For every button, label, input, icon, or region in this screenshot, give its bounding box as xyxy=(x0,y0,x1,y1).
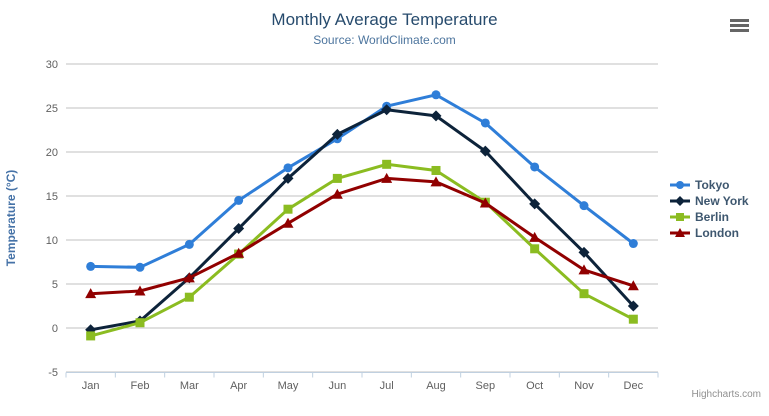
y-axis-labels: -5 0 5 10 15 20 25 30 xyxy=(46,59,58,379)
y-tick-label: 30 xyxy=(46,59,58,71)
y-tick-label: 20 xyxy=(46,147,58,159)
x-tick-label: Aug xyxy=(426,380,446,392)
x-tick-label: Mar xyxy=(180,380,199,392)
series-london[interactable] xyxy=(85,172,639,299)
x-tick-label: Nov xyxy=(574,380,594,392)
x-tick-label: Jan xyxy=(82,380,100,392)
y-tick-label: 10 xyxy=(46,235,58,247)
x-tick-label: Sep xyxy=(476,380,496,392)
legend-item-new-york[interactable]: New York xyxy=(670,193,749,209)
series-new-york[interactable] xyxy=(85,104,639,336)
legend-item-berlin[interactable]: Berlin xyxy=(670,209,749,225)
legend-item-london[interactable]: London xyxy=(670,225,749,241)
series-tokyo[interactable] xyxy=(86,90,638,272)
x-tick-label: May xyxy=(278,380,299,392)
diamond-marker-icon xyxy=(670,196,690,206)
y-tick-label: 5 xyxy=(52,279,58,291)
x-tick-label: Jun xyxy=(328,380,346,392)
legend-label: New York xyxy=(695,194,749,208)
x-tick-label: Jul xyxy=(380,380,394,392)
square-marker-icon xyxy=(670,213,690,221)
legend-label: Tokyo xyxy=(695,178,730,192)
triangle-marker-icon xyxy=(670,228,690,237)
x-tick-label: Oct xyxy=(526,380,543,392)
legend-label: London xyxy=(695,226,739,240)
x-tick-label: Feb xyxy=(131,380,150,392)
y-tick-label: -5 xyxy=(48,367,58,379)
y-tick-label: 15 xyxy=(46,191,58,203)
series-berlin[interactable] xyxy=(86,159,638,341)
x-tick-label: Apr xyxy=(230,380,247,392)
x-tick-label: Dec xyxy=(624,380,644,392)
y-gridlines xyxy=(66,63,658,373)
y-tick-label: 0 xyxy=(52,323,58,335)
credits-link[interactable]: Highcharts.com xyxy=(691,389,761,400)
chart-title: Monthly Average Temperature xyxy=(271,10,498,29)
hamburger-icon xyxy=(730,19,753,32)
x-axis: Jan Feb Mar Apr May Jun Jul Aug Sep Oct Nov Dec xyxy=(65,372,659,392)
legend-label: Berlin xyxy=(695,210,730,224)
chart-subtitle: Source: WorldClimate.com xyxy=(313,33,456,47)
y-tick-label: 25 xyxy=(46,103,58,115)
legend-item-tokyo[interactable]: Tokyo xyxy=(670,177,749,193)
export-menu-button[interactable] xyxy=(729,18,754,37)
legend: Tokyo New York Berlin London xyxy=(670,177,749,241)
circle-marker-icon xyxy=(670,181,690,189)
y-axis-title: Temperature (°C) xyxy=(4,170,18,267)
